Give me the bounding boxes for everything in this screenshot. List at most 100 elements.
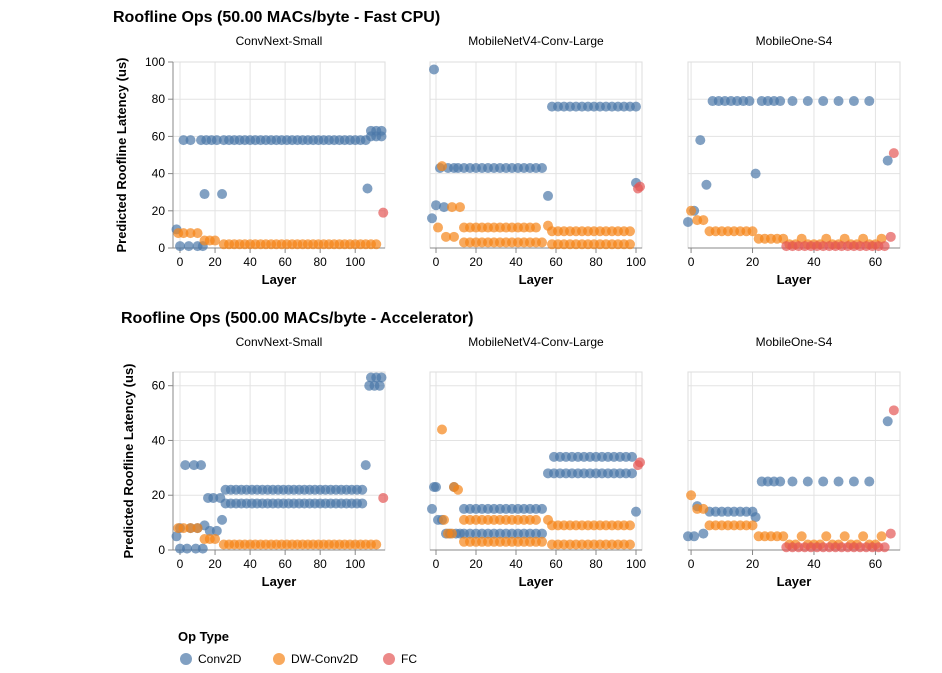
data-point-fc xyxy=(888,405,899,416)
legend-swatch-fc xyxy=(383,653,395,665)
data-point-conv2d xyxy=(537,528,547,539)
legend-label-conv2d: Conv2D xyxy=(198,652,242,666)
data-point-dw-conv2d xyxy=(192,228,203,239)
x-tick-label: 20 xyxy=(469,557,483,571)
x-tick-label: 80 xyxy=(313,557,327,571)
x-tick-label: 40 xyxy=(243,557,257,571)
data-point-conv2d xyxy=(848,476,859,487)
data-point-dw-conv2d xyxy=(210,534,221,545)
data-point-conv2d xyxy=(695,135,706,146)
data-point-dw-conv2d xyxy=(625,226,635,237)
data-point-dw-conv2d xyxy=(698,503,709,514)
data-point-dw-conv2d xyxy=(185,228,196,239)
data-point-conv2d xyxy=(775,96,786,107)
data-point-conv2d xyxy=(689,531,700,542)
data-point-dw-conv2d xyxy=(178,523,189,534)
panel-convnext-small: ConvNext-Small 0 20 40 60 80 100 0 20 40 60 80 100 La… xyxy=(145,34,389,287)
facet-title: MobileNetV4-Conv-Large xyxy=(468,335,604,349)
data-point-conv2d xyxy=(627,451,637,462)
y-tick-label: 0 xyxy=(158,241,165,255)
data-point-conv2d xyxy=(802,96,813,107)
data-point-dw-conv2d xyxy=(531,514,541,525)
x-tick-label: 0 xyxy=(433,557,440,571)
x-tick-label: 100 xyxy=(345,557,365,571)
data-point-conv2d xyxy=(439,202,449,213)
y-tick-label: 80 xyxy=(152,92,166,106)
data-point-conv2d xyxy=(360,460,371,471)
x-tick-label: 20 xyxy=(208,557,222,571)
x-tick-label: 40 xyxy=(509,255,523,269)
panel-mobileone-s4: MobileOne-S4 0 20 40 60 Layer xyxy=(683,335,901,589)
data-point-dw-conv2d xyxy=(437,161,447,172)
data-point-conv2d xyxy=(427,503,437,514)
data-point-dw-conv2d xyxy=(796,531,807,542)
data-point-conv2d xyxy=(376,131,387,142)
data-point-dw-conv2d xyxy=(747,226,758,237)
data-point-conv2d xyxy=(357,484,368,495)
data-point-dw-conv2d xyxy=(686,490,697,501)
data-point-conv2d xyxy=(631,101,641,112)
data-point-conv2d xyxy=(882,416,893,427)
x-tick-label: 0 xyxy=(177,557,184,571)
facet-title: ConvNext-Small xyxy=(236,335,323,349)
series-conv2d xyxy=(683,416,893,542)
data-point-dw-conv2d xyxy=(449,231,459,242)
data-point-conv2d xyxy=(848,96,859,107)
data-point-conv2d xyxy=(802,476,813,487)
data-point-conv2d xyxy=(631,506,641,517)
x-tick-label: 40 xyxy=(509,557,523,571)
series-dw-conv2d xyxy=(173,228,382,250)
x-tick-label: 0 xyxy=(688,255,695,269)
data-point-dw-conv2d xyxy=(185,523,196,534)
data-point-dw-conv2d xyxy=(447,202,457,213)
series-conv2d xyxy=(171,125,387,252)
series-dw-conv2d xyxy=(686,490,887,550)
data-point-dw-conv2d xyxy=(192,523,203,534)
legend-title: Op Type xyxy=(178,629,229,644)
data-point-dw-conv2d xyxy=(747,520,758,531)
y-tick-label: 40 xyxy=(152,167,166,181)
series-conv2d xyxy=(427,451,641,539)
data-point-dw-conv2d xyxy=(439,514,449,525)
data-point-conv2d xyxy=(683,216,693,227)
series-fc xyxy=(781,148,899,252)
data-point-conv2d xyxy=(787,476,798,487)
x-tick-label: 40 xyxy=(807,557,821,571)
data-point-conv2d xyxy=(183,241,194,252)
data-point-conv2d xyxy=(864,476,875,487)
legend: Op Type Conv2D DW-Conv2D FC xyxy=(178,629,417,666)
data-point-conv2d xyxy=(429,64,439,75)
data-point-fc xyxy=(879,241,890,252)
data-point-conv2d xyxy=(701,179,712,190)
series-dw-conv2d xyxy=(433,161,635,250)
data-point-conv2d xyxy=(217,189,228,200)
legend-label-fc: FC xyxy=(401,652,417,666)
y-tick-label: 40 xyxy=(152,433,166,447)
data-point-conv2d xyxy=(171,531,182,542)
x-axis-title: Layer xyxy=(777,272,812,287)
x-tick-label: 80 xyxy=(313,255,327,269)
data-point-dw-conv2d xyxy=(625,239,635,250)
data-point-dw-conv2d xyxy=(447,528,457,539)
y-tick-label: 60 xyxy=(152,129,166,143)
data-point-conv2d xyxy=(211,135,222,146)
data-point-conv2d xyxy=(180,460,191,471)
data-point-dw-conv2d xyxy=(178,228,189,239)
series-fc xyxy=(378,207,389,218)
x-axis-title: Layer xyxy=(519,272,554,287)
data-point-dw-conv2d xyxy=(821,531,832,542)
series-fc xyxy=(781,405,899,553)
x-axis-title: Layer xyxy=(262,272,297,287)
data-point-dw-conv2d xyxy=(839,531,850,542)
data-point-conv2d xyxy=(698,528,709,539)
data-point-conv2d xyxy=(427,213,437,224)
data-point-conv2d xyxy=(357,498,368,509)
data-point-conv2d xyxy=(211,525,222,536)
x-tick-label: 80 xyxy=(589,557,603,571)
data-point-conv2d xyxy=(185,135,196,146)
x-tick-label: 60 xyxy=(869,557,883,571)
legend-swatch-dw-conv2d xyxy=(273,653,285,665)
x-tick-label: 60 xyxy=(278,255,292,269)
x-tick-label: 0 xyxy=(177,255,184,269)
